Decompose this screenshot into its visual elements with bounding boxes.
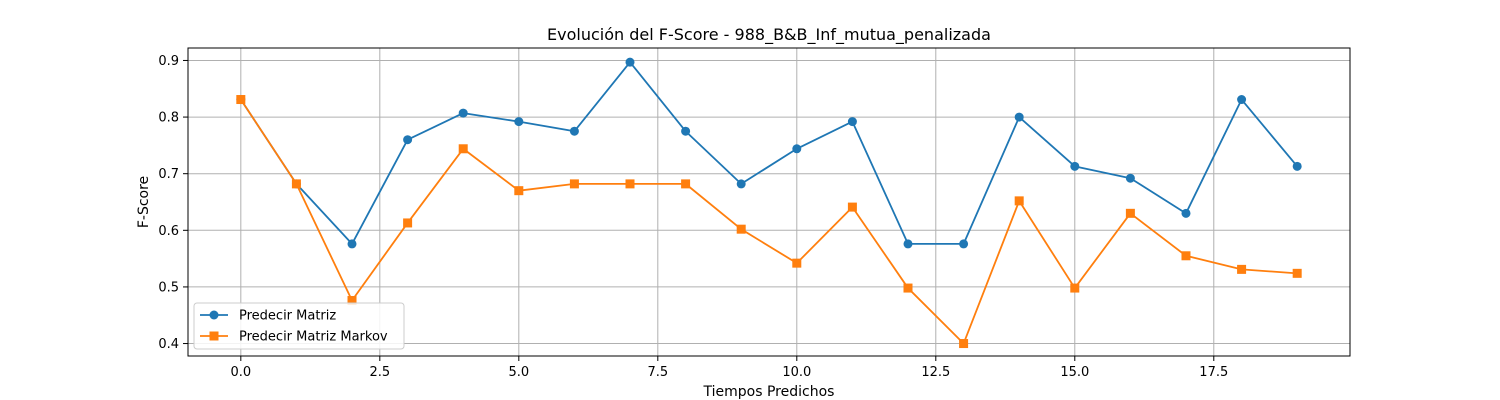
legend-marker [209,310,219,320]
y-tick-label: 0.6 [158,224,179,239]
x-tick-label: 5.0 [508,365,529,380]
data-point [681,126,691,136]
data-point [736,224,746,234]
data-point [1292,268,1302,278]
legend-label: Predecir Matriz Markov [239,330,388,345]
data-point [347,296,357,306]
y-tick-label: 0.4 [158,337,179,352]
data-point [1181,208,1191,218]
data-point [625,57,635,67]
data-point [1070,161,1080,171]
x-axis: 0.0 2.5 5.0 7.5 10.0 12.5 15.0 17.5 [230,356,1228,380]
series-layer [236,57,1302,349]
data-point [514,117,524,127]
x-tick-label: 2.5 [369,365,390,380]
data-point [681,179,691,189]
data-point [458,144,468,154]
legend-label: Predecir Matriz [239,309,336,324]
data-point [569,126,579,136]
legend-box [193,302,405,350]
legend-item: Predecir Matriz Markov [200,330,388,345]
data-point [736,179,746,189]
y-tick-label: 0.7 [158,167,179,182]
data-point [1070,283,1080,293]
y-axis-label: F-Score [136,176,152,228]
legend: Predecir Matriz Predecir Matriz Markov [193,302,405,350]
data-point [1125,208,1135,218]
data-point [1181,251,1191,261]
data-point [959,339,969,349]
y-tick-label: 0.8 [158,111,179,126]
y-axis: 0.4 0.5 0.6 0.7 0.8 0.9 [158,54,188,352]
data-point [792,258,802,268]
data-point [625,179,635,189]
data-point [847,202,857,212]
plot-frame [187,47,1351,357]
data-point [236,95,246,105]
legend-marker [209,331,219,341]
x-tick-label: 7.5 [647,365,668,380]
series-line [240,61,1298,245]
data-point [903,239,913,249]
data-point [514,186,524,196]
data-point [792,144,802,154]
data-point [569,179,579,189]
data-point [347,239,357,249]
data-point [1292,161,1302,171]
chart-title: Evolución del F-Score - 988_B&B_Inf_mutu… [547,25,991,45]
x-axis-label: Tiempos Predichos [703,384,835,400]
legend-item: Predecir Matriz [200,309,336,324]
data-point [847,117,857,127]
series-1 [236,57,1302,249]
series-2 [236,95,1302,349]
series-line [240,99,1298,345]
data-point [1237,264,1247,274]
x-tick-label: 15.0 [1060,365,1089,380]
data-point [403,135,413,145]
data-point [1014,112,1024,122]
data-point [959,239,969,249]
data-point [1237,95,1247,105]
x-tick-label: 12.5 [921,365,950,380]
x-tick-label: 0.0 [230,365,251,380]
y-tick-label: 0.5 [158,280,179,295]
x-tick-label: 17.5 [1199,365,1228,380]
data-point [1014,196,1024,206]
y-tick-label: 0.9 [158,54,179,69]
x-tick-label: 10.0 [782,365,811,380]
data-point [458,108,468,118]
data-point [291,179,301,189]
data-point [903,283,913,293]
data-point [1125,173,1135,183]
data-point [403,218,413,228]
